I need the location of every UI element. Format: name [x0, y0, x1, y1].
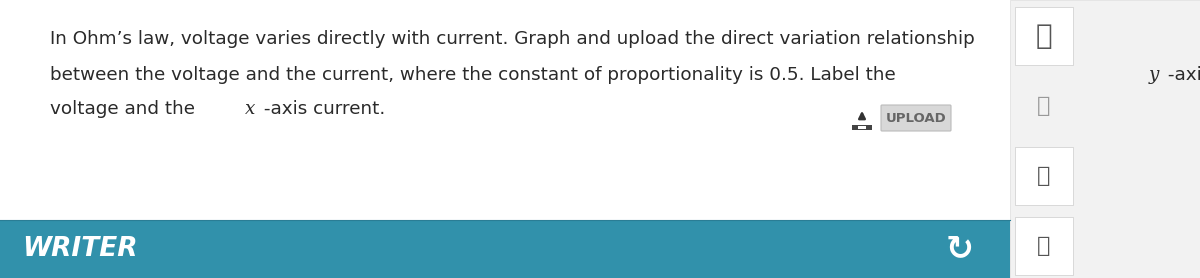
Text: y: y [1148, 66, 1159, 84]
Text: WRITER: WRITER [22, 236, 138, 262]
Text: ↻: ↻ [946, 232, 974, 265]
Text: 🎤: 🎤 [1037, 236, 1051, 256]
FancyBboxPatch shape [852, 125, 872, 130]
FancyBboxPatch shape [0, 220, 1010, 278]
Text: In Ohm’s law, voltage varies directly with current. Graph and upload the direct : In Ohm’s law, voltage varies directly wi… [50, 30, 974, 48]
FancyBboxPatch shape [881, 105, 952, 131]
Text: ⧗: ⧗ [1037, 96, 1051, 116]
FancyBboxPatch shape [0, 0, 1010, 278]
Text: voltage and the: voltage and the [50, 100, 200, 118]
FancyBboxPatch shape [1015, 217, 1073, 275]
FancyBboxPatch shape [1010, 0, 1200, 278]
Text: -axis: -axis [1163, 66, 1200, 84]
Text: UPLOAD: UPLOAD [886, 111, 947, 125]
FancyBboxPatch shape [1015, 147, 1073, 205]
FancyBboxPatch shape [1015, 7, 1073, 65]
Text: -axis current.: -axis current. [258, 100, 385, 118]
Text: ⎙: ⎙ [1036, 22, 1052, 50]
FancyBboxPatch shape [858, 126, 866, 129]
Text: x: x [245, 100, 256, 118]
Text: between the voltage and the current, where the constant of proportionality is 0.: between the voltage and the current, whe… [50, 66, 901, 84]
Text: 🖺: 🖺 [1037, 166, 1051, 186]
